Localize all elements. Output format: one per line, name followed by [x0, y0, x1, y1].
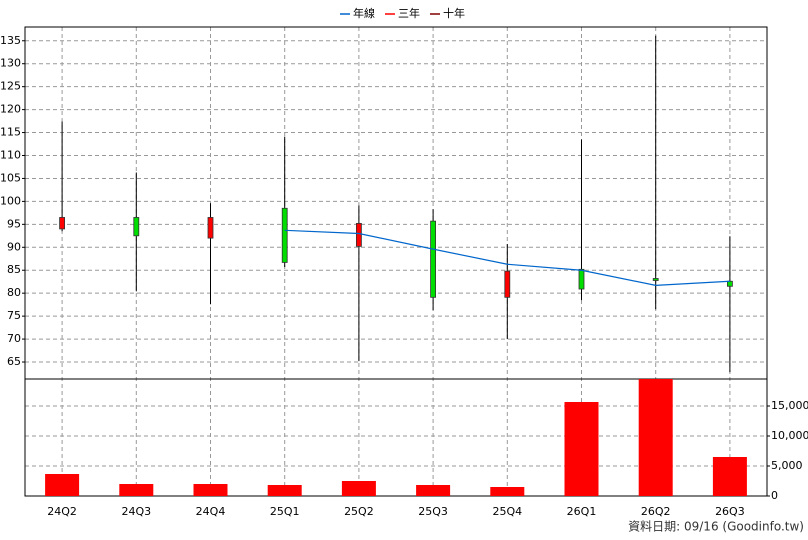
y2-tick-label: 0	[771, 489, 778, 502]
x-tick-label: 24Q3	[121, 505, 151, 518]
y-tick-label: 105	[0, 171, 21, 184]
y-tick-label: 110	[0, 149, 21, 162]
volume-bar	[45, 473, 80, 496]
x-tick-label: 24Q4	[196, 505, 226, 518]
y-tick-label: 70	[7, 332, 21, 345]
volume-bar	[712, 457, 747, 496]
volume-bar	[341, 481, 376, 496]
legend-label: 十年	[443, 6, 465, 20]
y-tick-label: 100	[0, 194, 21, 207]
legend-label: 三年	[398, 6, 420, 20]
legend-label: 年線	[353, 6, 375, 20]
x-tick-label: 25Q4	[492, 505, 522, 518]
candle-body	[578, 268, 585, 290]
volume-bar	[119, 484, 154, 496]
y-tick-label: 120	[0, 103, 21, 116]
candle-body	[133, 217, 140, 237]
x-tick-label: 26Q2	[641, 505, 671, 518]
x-tick-label: 24Q2	[47, 505, 77, 518]
candle-body	[430, 220, 437, 298]
candle-body	[504, 270, 511, 298]
volume-bar	[638, 379, 673, 496]
x-tick-label: 25Q1	[270, 505, 300, 518]
x-tick-label: 25Q3	[418, 505, 448, 518]
candle-body	[59, 217, 65, 230]
volume-bar	[564, 401, 599, 496]
candle-body	[207, 217, 214, 239]
footer-note: 資料日期: 09/16 (Goodinfo.tw)	[628, 520, 804, 534]
candle-body	[727, 280, 733, 287]
y-tick-label: 135	[0, 34, 21, 47]
volume-frame	[24, 378, 768, 497]
y-tick-label: 65	[7, 355, 21, 368]
y-tick-label: 90	[7, 240, 21, 253]
candle-body	[355, 223, 362, 247]
y-tick-label: 75	[7, 309, 21, 322]
volume-bar	[490, 487, 525, 496]
volume-bar	[193, 484, 228, 496]
y-tick-label: 130	[0, 57, 21, 70]
y-tick-label: 80	[7, 286, 21, 299]
y-tick-label: 95	[7, 217, 21, 230]
x-tick-label: 25Q2	[344, 505, 374, 518]
y2-tick-label: 10,000	[771, 429, 808, 442]
line-series	[284, 229, 730, 286]
y-tick-label: 85	[7, 263, 21, 276]
candle-body	[281, 207, 288, 263]
y-tick-label: 115	[0, 126, 21, 139]
y2-tick-label: 15,000	[771, 399, 808, 412]
y-tick-label: 125	[0, 80, 21, 93]
candle-body	[652, 278, 659, 281]
x-tick-label: 26Q3	[715, 505, 745, 518]
x-tick-label: 26Q1	[567, 505, 597, 518]
volume-bar	[416, 485, 451, 496]
y2-tick-label: 5,000	[771, 459, 803, 472]
volume-bar	[267, 485, 302, 496]
